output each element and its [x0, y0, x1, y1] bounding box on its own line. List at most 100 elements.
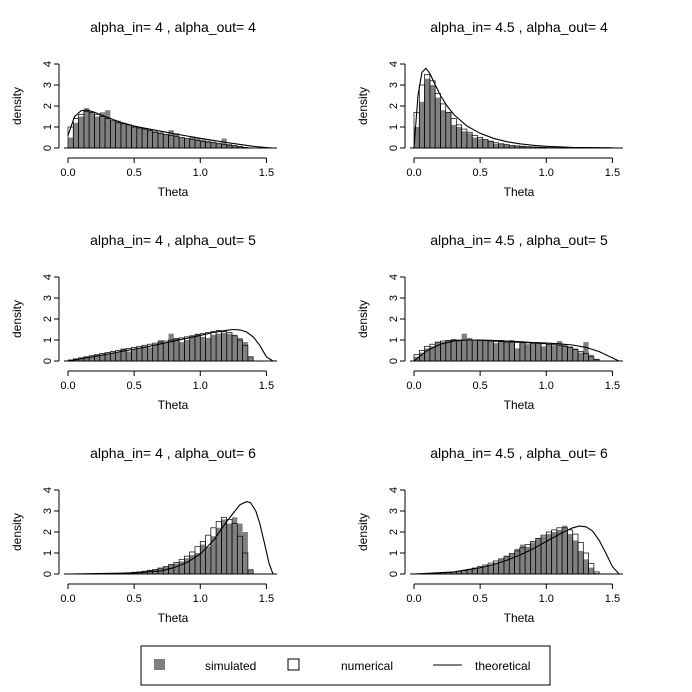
x-axis-label: Theta	[504, 611, 535, 625]
simulated-bar	[440, 572, 446, 574]
simulated-bar	[525, 546, 531, 574]
theoretical-curve	[67, 328, 274, 362]
x-tick-label: 1.0	[193, 380, 208, 392]
simulated-bar	[200, 544, 206, 574]
y-tick-label: 4	[388, 61, 400, 67]
theoretical-curve	[67, 501, 274, 575]
simulated-bar	[120, 122, 127, 148]
theoretical-curve	[413, 67, 613, 149]
simulated-bar	[419, 352, 425, 361]
x-tick-label: 0.5	[126, 380, 141, 392]
x-tick-label: 1.0	[193, 167, 208, 179]
simulated-bar	[567, 534, 573, 574]
simulated-bar	[525, 146, 531, 148]
simulated-bar	[461, 569, 467, 574]
simulated-bar	[556, 529, 563, 574]
panel-title: alpha_in= 4.5 , alpha_out= 6	[430, 445, 608, 461]
simulated-bar	[189, 335, 195, 361]
simulated-bar	[189, 136, 195, 148]
x-tick-label: 0.5	[472, 167, 487, 179]
y-tick-label: 3	[42, 295, 54, 301]
panel-2: alpha_in= 4.5 , alpha_out= 4 0.0 0.5 1.0 1.5…	[356, 19, 623, 199]
simulated-bar	[535, 342, 541, 361]
x-tick-label: 0.0	[406, 167, 421, 179]
simulated-bar	[142, 346, 148, 361]
simulated-bar	[226, 333, 233, 361]
y-tick-label: 0	[42, 358, 54, 364]
simulated-bar	[163, 134, 169, 148]
simulated-bar	[562, 344, 568, 361]
simulated-bar	[477, 138, 483, 148]
simulated-bar	[583, 342, 589, 361]
x-axis-label: Theta	[158, 611, 189, 625]
simulated-bar	[429, 346, 436, 361]
simulated-bar	[477, 567, 483, 574]
simulated-bar	[593, 358, 600, 361]
simulated-bar	[226, 523, 233, 574]
simulated-bar	[466, 133, 473, 148]
x-tick-label: 0.5	[126, 593, 141, 605]
simulated-bar	[567, 346, 573, 361]
simulated-bar	[530, 146, 536, 148]
simulated-bar	[509, 554, 515, 574]
simulated-bar	[221, 519, 227, 574]
simulated-bar	[540, 536, 547, 574]
simulated-bar	[173, 563, 180, 574]
simulated-bar	[247, 356, 254, 361]
y-tick-label: 4	[388, 487, 400, 493]
simulated-bar	[414, 127, 420, 148]
simulated-bar	[424, 348, 430, 361]
simulated-bar	[115, 352, 121, 361]
simulated-bar	[110, 352, 116, 361]
y-axis-label: density	[10, 513, 24, 551]
x-tick-label: 1.0	[193, 593, 208, 605]
x-tick-label: 1.0	[539, 380, 554, 392]
simulated-bar	[200, 139, 206, 148]
simulated-bar	[216, 333, 222, 361]
y-tick-label: 3	[42, 82, 54, 88]
simulated-bar	[562, 525, 568, 574]
simulated-bar	[205, 546, 211, 574]
simulated-bar	[78, 357, 84, 361]
simulated-bar	[556, 341, 563, 361]
simulated-bar	[572, 540, 579, 574]
y-tick-label: 4	[42, 61, 54, 67]
legend-simulated-label: simulated	[205, 659, 256, 673]
simulated-bar	[126, 351, 132, 361]
simulated-bar	[73, 122, 79, 148]
simulated-bar	[546, 534, 552, 574]
simulated-bar	[572, 348, 579, 361]
y-tick-label: 1	[42, 550, 54, 556]
simulated-bar	[551, 532, 557, 574]
simulated-bar	[451, 571, 457, 574]
y-tick-label: 1	[388, 550, 400, 556]
simulated-bar	[493, 143, 499, 148]
simulated-bar	[514, 145, 520, 148]
simulated-bar	[445, 572, 452, 574]
simulated-bar	[514, 548, 520, 574]
simulated-bar	[94, 116, 100, 148]
simulated-bar	[435, 342, 441, 361]
y-tick-label: 0	[42, 571, 54, 577]
simulated-bar	[488, 140, 494, 148]
simulated-bar	[200, 336, 206, 361]
simulated-bar	[540, 346, 547, 361]
simulated-bar	[216, 142, 222, 148]
simulated-bar	[131, 349, 137, 361]
simulated-bar	[509, 145, 515, 148]
x-tick-label: 0.5	[126, 167, 141, 179]
simulated-bar	[194, 333, 201, 361]
simulated-bar	[210, 536, 217, 574]
y-tick-label: 1	[42, 337, 54, 343]
simulated-bar	[173, 133, 180, 148]
simulated-bar	[498, 143, 504, 148]
simulated-bar	[179, 137, 185, 148]
panel-title: alpha_in= 4 , alpha_out= 6	[90, 445, 256, 461]
simulated-bar	[221, 332, 227, 361]
y-axis-label: density	[10, 300, 24, 338]
simulated-bar	[89, 112, 95, 148]
simulated-bar	[472, 137, 478, 148]
simulated-bar	[466, 568, 473, 574]
simulated-bar	[89, 356, 95, 361]
simulated-bar	[503, 556, 510, 574]
